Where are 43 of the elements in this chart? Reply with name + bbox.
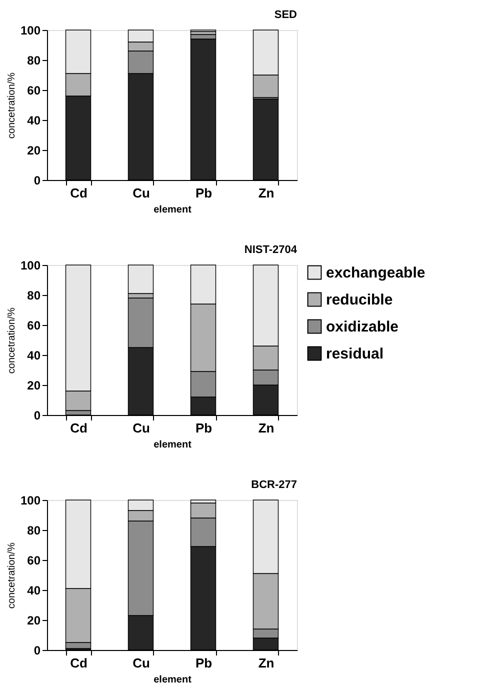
- x-axis-title: element: [154, 204, 192, 216]
- legend-label: reducible: [326, 292, 393, 308]
- x-axis-title: element: [154, 674, 192, 686]
- x-tick-label: Zn: [258, 656, 274, 670]
- x-tick-label: Zn: [258, 186, 274, 200]
- y-tick-label: 20: [27, 614, 41, 628]
- x-tick-label: Pb: [195, 656, 212, 670]
- y-tick-label: 40: [27, 584, 41, 598]
- x-tick-label: Cu: [132, 186, 150, 200]
- x-tick-label: Pb: [195, 186, 212, 200]
- y-axis-title: concetration/%: [6, 72, 18, 139]
- chart-title: SED: [274, 9, 298, 21]
- legend-label: residual: [326, 346, 384, 362]
- y-tick-label: 0: [34, 644, 41, 658]
- y-tick-label: 20: [27, 378, 41, 392]
- chart-title: NIST-2704: [244, 244, 298, 256]
- x-tick-label: Cu: [132, 420, 150, 436]
- y-tick-label: 100: [20, 494, 41, 508]
- y-tick-label: 100: [20, 258, 41, 272]
- legend-label: oxidizable: [326, 318, 399, 336]
- y-axis-title: concetration/%: [6, 542, 18, 609]
- y-tick-label: 60: [27, 84, 41, 98]
- chart-title: BCR-277: [251, 479, 297, 491]
- x-tick-label: Pb: [195, 420, 212, 436]
- x-tick-label: Zn: [258, 420, 274, 436]
- y-tick-label: 80: [27, 524, 41, 538]
- x-tick-label: Cu: [132, 656, 150, 670]
- x-tick-label: Cd: [70, 656, 88, 670]
- y-tick-label: 100: [20, 24, 41, 38]
- y-tick-label: 80: [27, 288, 41, 302]
- legend-label: exchangeable: [326, 264, 426, 282]
- y-tick-label: 0: [34, 408, 41, 422]
- y-axis-title: concetration/%: [6, 307, 18, 374]
- x-axis-title: element: [154, 440, 192, 450]
- y-tick-label: 40: [27, 348, 41, 362]
- x-tick-label: Cd: [70, 186, 88, 200]
- y-tick-label: 40: [27, 114, 41, 128]
- y-tick-label: 20: [27, 144, 41, 158]
- y-tick-label: 60: [27, 554, 41, 568]
- y-tick-label: 60: [27, 318, 41, 332]
- x-tick-label: Cd: [70, 420, 88, 436]
- y-tick-label: 0: [34, 174, 41, 188]
- y-tick-label: 80: [27, 54, 41, 68]
